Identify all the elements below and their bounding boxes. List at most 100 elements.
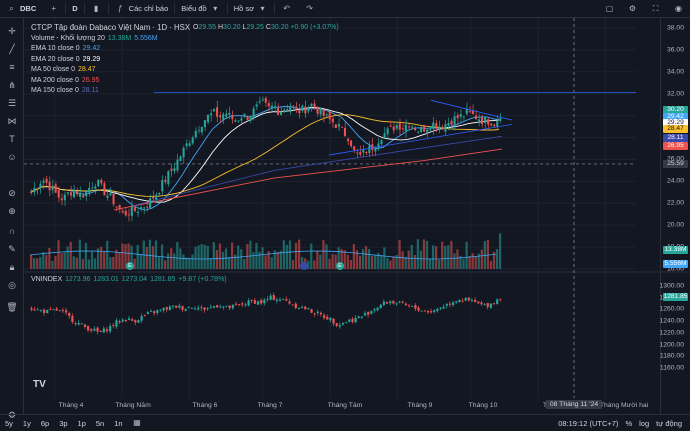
candle-body xyxy=(209,113,213,116)
fullscreen-button[interactable]: ⛶ xyxy=(644,0,667,18)
symbol-search-button[interactable]: ⌕ DBC xyxy=(0,0,42,18)
chart-type-button[interactable]: Biểu đồ ▾ xyxy=(175,0,226,18)
price-tick-label: 34.00 xyxy=(666,68,684,76)
time-axis[interactable]: Tháng 4 Tháng Năm Tháng 6 Tháng 7 Tháng Tám T… xyxy=(24,399,648,413)
legend-indicator-row[interactable]: MA 50 close 0 28.47 xyxy=(31,65,339,76)
indicators-button[interactable]: ƒ Các chỉ báo xyxy=(109,0,175,18)
interval-button[interactable]: D xyxy=(66,0,83,18)
volume-bar xyxy=(404,257,407,269)
range-3m[interactable]: 3p xyxy=(59,418,68,428)
templates-button[interactable]: Hồ sơ ▾ xyxy=(228,0,274,18)
fib-tool[interactable]: ☰ xyxy=(5,96,19,110)
trendline-tool[interactable]: ╱ xyxy=(5,42,19,56)
pitchfork-tool[interactable]: ⋔ xyxy=(5,78,19,92)
log-toggle[interactable]: log xyxy=(639,418,650,428)
volume-bar xyxy=(127,243,130,269)
index-candle-body xyxy=(401,301,404,303)
volume-bar xyxy=(261,247,264,269)
volume-bar xyxy=(215,249,218,269)
volume-bar xyxy=(182,254,185,269)
legend-indicator-row[interactable]: EMA 10 close 0 29.42 xyxy=(31,44,339,55)
price-scale[interactable]: 38.0036.0034.0032.0030.0028.0026.0024.00… xyxy=(659,18,690,414)
chart-style-button[interactable]: ▮ xyxy=(85,0,108,18)
zoom-tool[interactable]: ⊕ xyxy=(5,204,19,218)
volume-bar xyxy=(480,249,483,269)
index-candle-body xyxy=(285,299,288,301)
legend-indicator-row[interactable]: MA 150 close 0 28.11 xyxy=(31,86,339,97)
volume-bar xyxy=(386,257,389,269)
index-candle-body xyxy=(411,306,414,307)
index-candle-body xyxy=(266,298,269,300)
auto-toggle[interactable]: tự động xyxy=(656,418,682,428)
candle-body xyxy=(343,127,346,137)
magnet-tool[interactable]: ∩ xyxy=(5,224,19,238)
compare-symbol-button[interactable]: + xyxy=(42,0,65,18)
volume-bar xyxy=(413,254,416,269)
volume-bar xyxy=(197,245,200,269)
candle-body xyxy=(164,179,167,182)
volume-bar xyxy=(374,255,377,269)
volume-bar xyxy=(322,240,325,269)
index-candle-body xyxy=(452,302,455,306)
clock-label[interactable]: 08:19:12 (UTC+7) xyxy=(558,418,619,428)
index-candle-body xyxy=(238,303,241,305)
chart-area[interactable]: CTCP Tập đoàn Dabaco Việt Nam · 1D · HSX… xyxy=(24,18,690,414)
price-tick-label: 24.00 xyxy=(666,177,684,185)
earnings-marker[interactable]: E xyxy=(126,262,134,270)
range-5d[interactable]: 5n xyxy=(95,418,105,428)
legend-indicator-row[interactable]: Volume - Khối lượng 20 13.38M 5.556M xyxy=(31,34,339,45)
candle-body xyxy=(307,108,310,112)
index-tick-label: 1200.00 xyxy=(659,341,684,349)
measure-tool[interactable]: ⊘ xyxy=(5,186,19,200)
chart-canvas[interactable] xyxy=(24,18,690,414)
calendar-icon[interactable]: ▦ xyxy=(133,418,141,427)
emoji-tool[interactable]: ☺ xyxy=(5,150,19,164)
range-6m[interactable]: 6p xyxy=(40,418,50,428)
chevron-down-icon: ▾ xyxy=(213,3,218,13)
legend-indicator-row[interactable]: MA 200 close 0 26.95 xyxy=(31,76,339,87)
ma150-line xyxy=(133,135,503,206)
volume-bar xyxy=(468,256,471,269)
layout-button[interactable]: ▢ xyxy=(598,0,621,18)
candle-body xyxy=(88,187,91,193)
range-1m[interactable]: 1p xyxy=(77,418,86,428)
indicator-label: MA 50 close 0 xyxy=(31,66,75,73)
candle-body xyxy=(36,188,39,190)
index-candle-body xyxy=(385,302,389,304)
pattern-tool[interactable]: ⋈ xyxy=(5,114,19,128)
horizontal-line-tool[interactable]: ≡ xyxy=(5,60,19,74)
index-candle-body xyxy=(376,307,379,311)
stay-drawing-tool[interactable]: ✎ xyxy=(5,242,19,256)
main-legend: CTCP Tập đoàn Dabaco Việt Nam · 1D · HSX… xyxy=(31,23,339,97)
settings-button[interactable]: ⚙ xyxy=(621,0,644,18)
dividend-marker[interactable] xyxy=(300,262,308,270)
volume-bar xyxy=(191,254,194,269)
candle-body xyxy=(69,192,72,196)
lock-tool[interactable]: 🔒︎ xyxy=(5,260,19,274)
candle-body xyxy=(176,159,179,171)
volume-bar xyxy=(115,249,118,269)
volume-bar xyxy=(453,253,456,269)
undo-button[interactable]: ↶ xyxy=(275,0,298,18)
crosshair-tool[interactable]: ✛ xyxy=(5,24,19,38)
delete-tool[interactable]: 🗑︎ xyxy=(5,300,19,314)
snapshot-button[interactable]: ◉ xyxy=(667,0,690,18)
range-1y[interactable]: 1y xyxy=(22,418,31,428)
hide-tool[interactable]: ◎ xyxy=(5,278,19,292)
percent-toggle[interactable]: % xyxy=(625,418,633,428)
redo-button[interactable]: ↷ xyxy=(298,0,321,18)
index-candle-body xyxy=(124,319,127,321)
candle-body xyxy=(490,123,493,126)
range-5y[interactable]: 5y xyxy=(5,418,13,428)
legend-indicator-row[interactable]: EMA 20 close 0 29.29 xyxy=(31,55,339,66)
index-candle-body xyxy=(351,318,354,322)
range-1d[interactable]: 1n xyxy=(114,418,123,428)
ema10-line xyxy=(29,106,500,211)
text-tool[interactable]: T xyxy=(5,132,19,146)
candle-body xyxy=(200,126,203,133)
earnings-marker[interactable]: E xyxy=(336,262,344,270)
volume-bar xyxy=(63,252,66,269)
index-candle-body xyxy=(200,307,203,309)
candle-body xyxy=(30,191,33,193)
index-candle-body xyxy=(382,301,386,306)
